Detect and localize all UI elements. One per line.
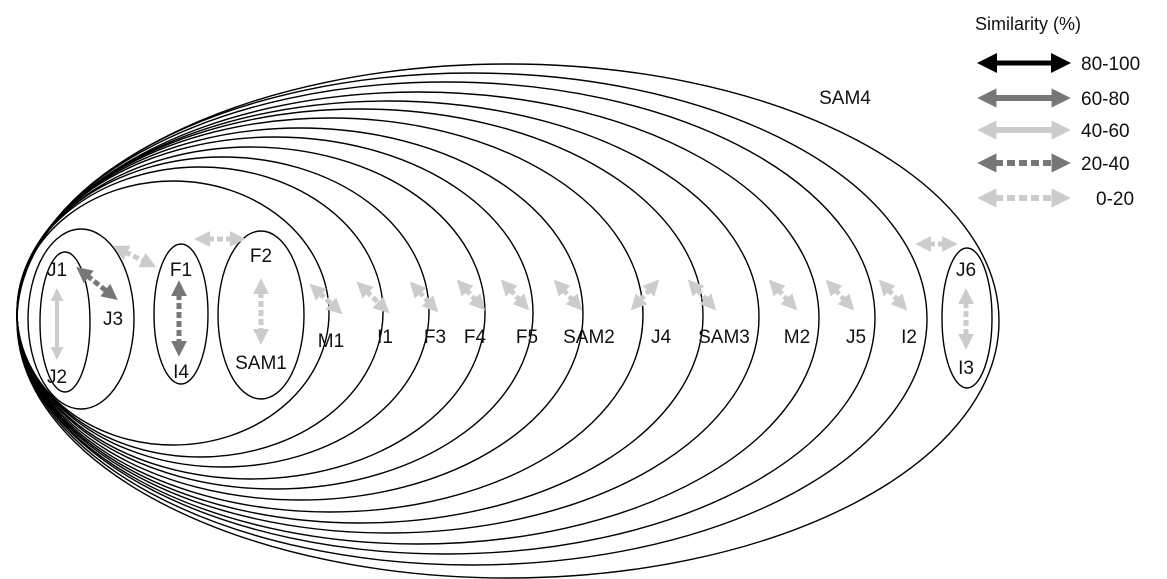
node-f4: F4 [464, 327, 487, 348]
link-f3 [409, 281, 439, 313]
cluster-ellipse-f2-sam1 [217, 230, 305, 400]
legend-title: Similarity (%) [975, 14, 1081, 34]
node-i4: I4 [173, 362, 189, 383]
cluster-ellipse-j6-i3 [941, 247, 993, 389]
legend-label-20-40: 20-40 [1081, 154, 1130, 175]
legend-label-60-80: 60-80 [1081, 89, 1130, 110]
node-f1: F1 [170, 260, 192, 281]
node-sam1: SAM1 [235, 353, 287, 374]
link-sam3 [687, 279, 717, 311]
link-j1-j3 [76, 267, 118, 300]
cluster-ellipse-f1-i4 [153, 243, 209, 385]
link-j-cluster-f1 [112, 245, 157, 268]
legend-label-40-60: 40-60 [1081, 121, 1130, 142]
node-sam4: SAM4 [819, 88, 871, 109]
node-f3: F3 [424, 327, 446, 348]
node-f5: F5 [516, 327, 538, 348]
cluster-ellipses [16, 63, 1000, 579]
node-j2: J2 [47, 367, 67, 388]
legend-label-0-20: 0-20 [1096, 189, 1134, 210]
node-labels: J1 J2 J3 F1 I4 F2 SAM1 M1 I1 F3 F4 F5 SA… [47, 88, 976, 388]
cluster-ellipse-j3 [27, 228, 135, 410]
node-i3: I3 [958, 358, 974, 379]
link-f4 [456, 279, 486, 311]
cluster-ellipse-j1-j2 [39, 251, 91, 393]
legend: Similarity (%) 80-100 60-80 40-60 20-40 … [975, 14, 1140, 210]
node-m2: M2 [784, 327, 810, 348]
link-j5 [825, 279, 855, 311]
legend-label-80-100: 80-100 [1081, 54, 1140, 75]
node-j1: J1 [47, 260, 67, 281]
node-j3: J3 [103, 309, 123, 330]
similarity-links [50, 230, 975, 360]
node-i2: I2 [901, 327, 917, 348]
link-j4 [630, 279, 660, 311]
node-j6: J6 [956, 260, 976, 281]
node-sam3: SAM3 [698, 327, 750, 348]
link-m2 [768, 279, 798, 311]
node-j4: J4 [651, 327, 672, 348]
link-i1 [356, 281, 390, 314]
link-sam2 [553, 279, 583, 311]
node-sam2: SAM2 [563, 327, 615, 348]
node-j5: J5 [846, 327, 866, 348]
node-m1: M1 [318, 331, 344, 352]
link-f5 [500, 279, 530, 311]
cluster-ellipse-f1-f2 [16, 180, 330, 446]
link-m1 [309, 283, 343, 315]
link-i2 [878, 279, 908, 311]
node-i1: I1 [377, 327, 393, 348]
node-f2: F2 [250, 246, 272, 267]
